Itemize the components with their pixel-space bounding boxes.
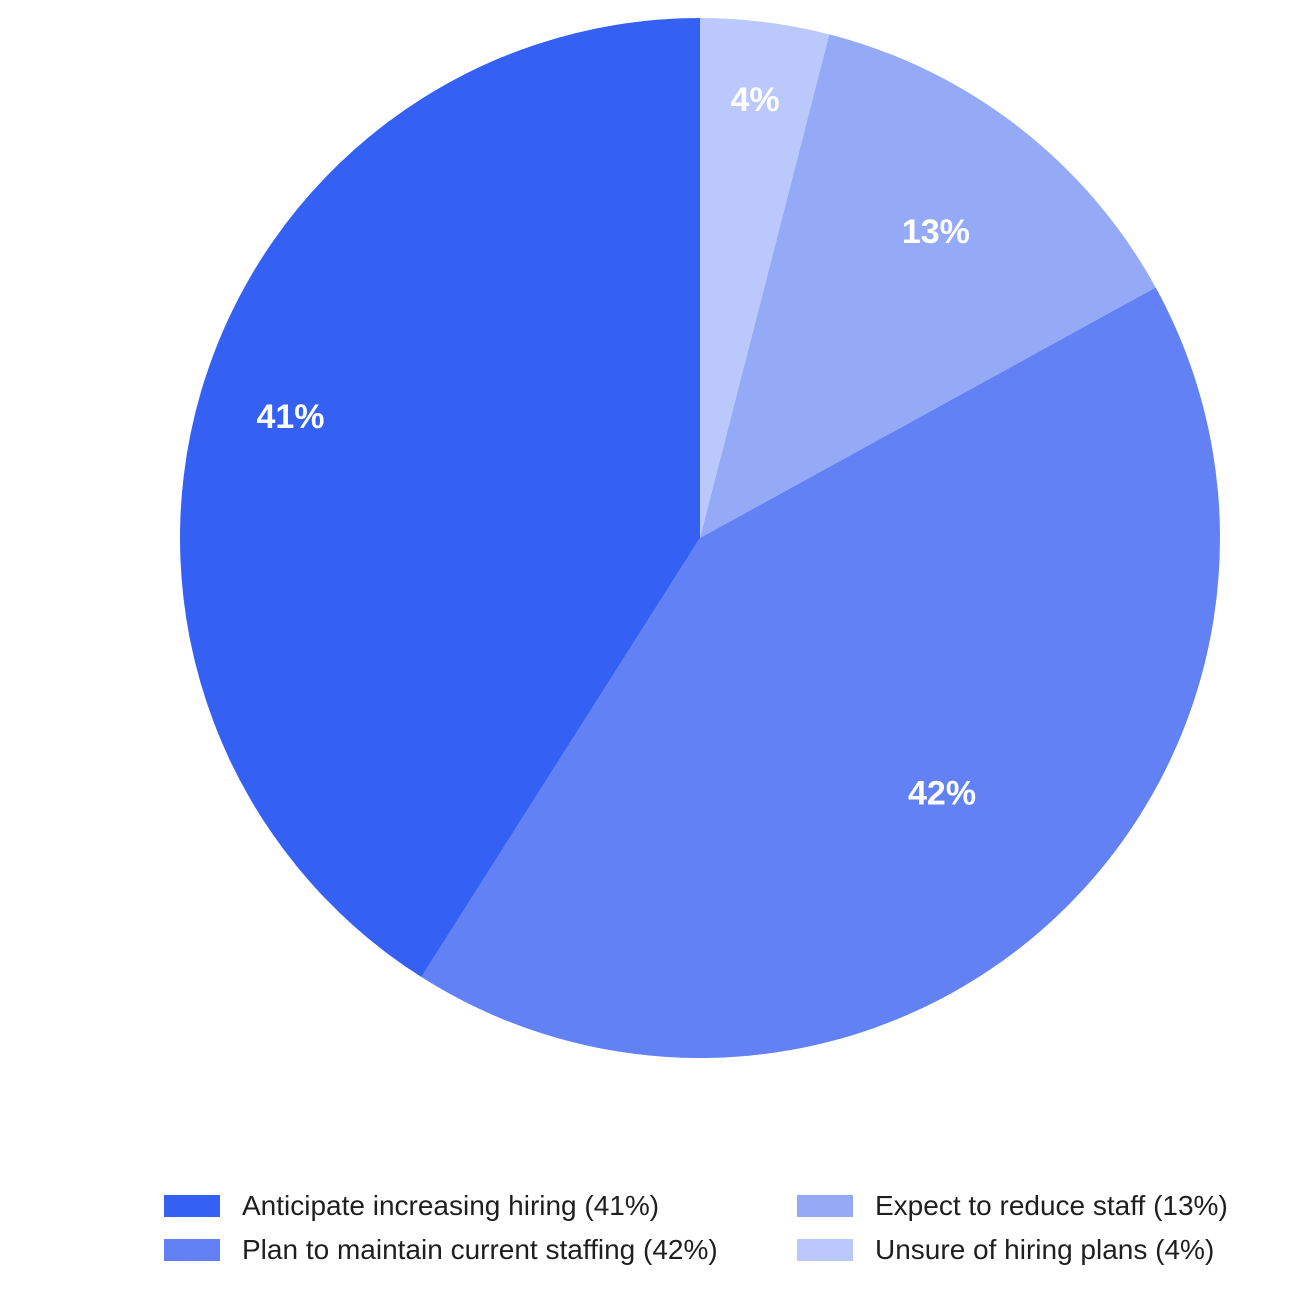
legend: Anticipate increasing hiring (41%) Expec…	[164, 1186, 1274, 1276]
legend-item-reduce: Expect to reduce staff (13%)	[797, 1186, 1228, 1226]
legend-swatch	[164, 1195, 220, 1217]
legend-item-increasing: Anticipate increasing hiring (41%)	[164, 1186, 659, 1226]
pie-slice	[421, 287, 1220, 1058]
legend-label: Unsure of hiring plans (4%)	[875, 1234, 1215, 1265]
slice-data-label: 4%	[731, 81, 780, 119]
slice-data-label: 42%	[908, 775, 976, 813]
legend-item-maintain: Plan to maintain current staffing (42%)	[164, 1230, 718, 1270]
slice-data-label: 41%	[256, 398, 324, 436]
legend-label: Plan to maintain current staffing (42%)	[242, 1234, 718, 1265]
pie-slice	[700, 34, 1156, 538]
legend-swatch	[797, 1239, 853, 1261]
legend-label: Expect to reduce staff (13%)	[875, 1190, 1228, 1221]
pie-slice	[179, 18, 700, 978]
pie-chart: 4% 13% 42% 41%	[179, 18, 1220, 1058]
legend-swatch	[797, 1195, 853, 1217]
legend-item-unsure: Unsure of hiring plans (4%)	[797, 1230, 1214, 1270]
legend-swatch	[164, 1239, 220, 1261]
pie-slice	[700, 18, 830, 538]
legend-label: Anticipate increasing hiring (41%)	[242, 1190, 660, 1221]
slice-data-label: 13%	[902, 213, 970, 251]
